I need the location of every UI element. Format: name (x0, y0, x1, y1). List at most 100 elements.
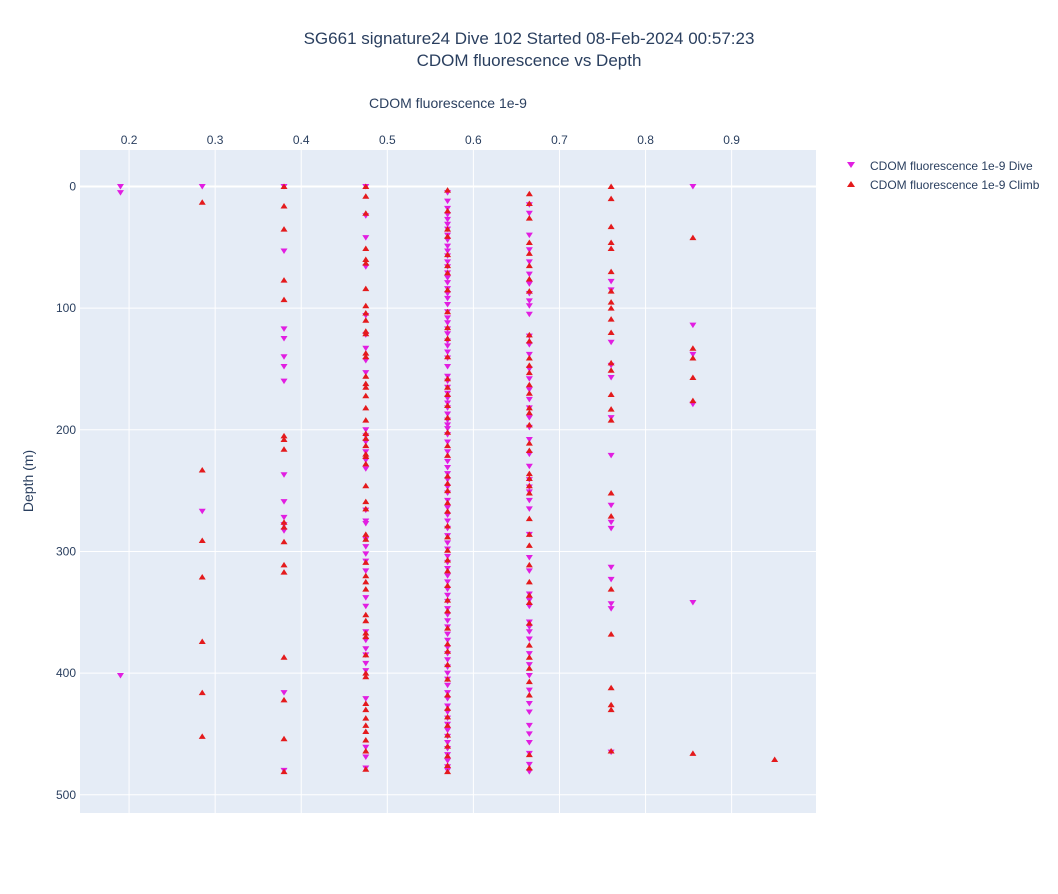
climb-point (362, 417, 370, 423)
dive-point (280, 690, 288, 696)
climb-point (362, 536, 370, 542)
climb-point (444, 335, 452, 342)
climb-point (525, 542, 533, 548)
dive-point (280, 364, 288, 370)
dive-point (362, 551, 370, 557)
climb-point (362, 737, 370, 743)
dive-point (362, 744, 370, 751)
legend-item-dive[interactable]: CDOM fluorescence 1e-9 Dive (840, 156, 1039, 175)
dive-point (607, 564, 615, 571)
dive-point (362, 696, 370, 702)
climb-point (525, 215, 533, 221)
dive-point (362, 544, 370, 550)
climb-point (444, 752, 452, 759)
climb-point (280, 768, 288, 775)
climb-point (607, 490, 615, 496)
dive-point (525, 247, 533, 253)
climb-point (525, 337, 533, 344)
climb-point (525, 250, 533, 256)
dive-point (444, 727, 452, 734)
climb-point (198, 689, 206, 696)
dive-point (444, 343, 452, 349)
dive-point (444, 657, 452, 663)
climb-point (444, 442, 452, 449)
climb-point (362, 353, 370, 360)
climb-point (444, 308, 452, 315)
climb-point (607, 367, 615, 373)
climb-point (607, 747, 615, 754)
dive-point (444, 221, 452, 228)
y-tick-label: 200 (56, 423, 76, 437)
climb-point (362, 505, 370, 512)
climb-point (607, 316, 615, 322)
dive-point (280, 248, 288, 254)
dive-point (525, 722, 533, 729)
climb-point (444, 713, 452, 720)
climb-point (444, 375, 452, 382)
dive-point (444, 426, 452, 432)
x-tick-label: 0.8 (637, 133, 654, 147)
climb-point (444, 625, 452, 631)
dive-point (444, 579, 452, 585)
legend-label-dive: CDOM fluorescence 1e-9 Dive (870, 158, 1033, 173)
climb-point (362, 404, 370, 411)
climb-point (198, 199, 206, 205)
dive-point (525, 731, 533, 737)
climb-point (444, 499, 452, 506)
climb-point (525, 331, 533, 338)
dive-point (689, 183, 697, 190)
dive-point (525, 629, 533, 635)
climb-point (525, 190, 533, 197)
dive-point (525, 396, 533, 403)
dive-point (444, 315, 452, 321)
climb-point (525, 275, 533, 282)
climb-point (689, 397, 697, 404)
dive-point (444, 484, 452, 490)
climb-point (607, 195, 615, 202)
climb-point (280, 569, 288, 575)
dive-point (525, 624, 533, 630)
dive-point (607, 519, 615, 526)
dive-point (444, 349, 452, 355)
dive-point (525, 739, 533, 746)
climb-point (444, 226, 452, 232)
dive-point (607, 601, 615, 607)
dive-point (280, 528, 288, 534)
climb-point (607, 391, 615, 398)
climb-point (525, 531, 533, 537)
climb-point (280, 654, 288, 660)
climb-point (362, 430, 370, 436)
climb-point (362, 633, 370, 640)
dive-point (607, 502, 615, 509)
climb-point (362, 384, 370, 390)
dive-point (444, 320, 452, 326)
dive-point (525, 376, 533, 382)
dive-point (444, 553, 452, 560)
climb-point (444, 676, 452, 682)
climb-point (280, 183, 288, 189)
dive-point (689, 401, 697, 408)
dive-point (116, 673, 124, 679)
dive-point (444, 505, 452, 511)
climb-point (362, 586, 370, 592)
climb-point (689, 374, 697, 380)
climb-point (444, 480, 452, 486)
climb-point (362, 435, 370, 441)
climb-point (689, 355, 697, 361)
climb-point (444, 648, 452, 654)
dive-point (525, 662, 533, 668)
climb-point (525, 404, 533, 411)
legend-item-climb[interactable]: CDOM fluorescence 1e-9 Climb (840, 175, 1039, 194)
dive-point (444, 198, 452, 205)
climb-point (525, 642, 533, 648)
triangle-up-icon (840, 175, 870, 194)
dive-point (444, 645, 452, 651)
dive-point (116, 190, 124, 196)
climb-point (280, 436, 288, 443)
climb-point (362, 256, 370, 262)
dive-point (362, 520, 370, 527)
climb-point (444, 691, 452, 698)
climb-point (280, 432, 288, 439)
climb-point (362, 310, 370, 316)
x-tick-label: 0.5 (379, 133, 396, 147)
